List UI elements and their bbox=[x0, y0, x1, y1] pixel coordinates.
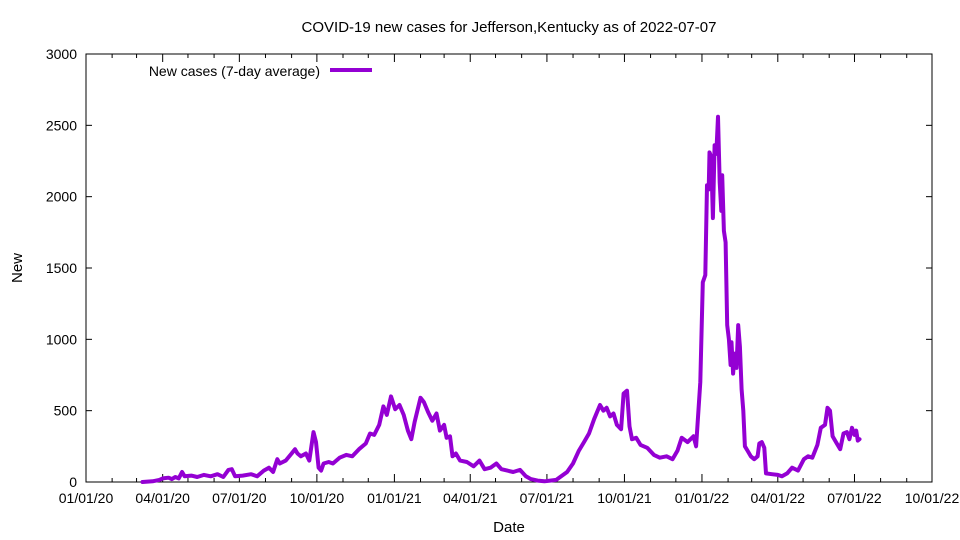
y-tick-label: 1500 bbox=[46, 260, 77, 276]
x-tick-label: 04/01/22 bbox=[751, 490, 806, 506]
legend-label: New cases (7-day average) bbox=[149, 63, 320, 79]
x-axis-label: Date bbox=[493, 519, 525, 536]
x-tick-label: 01/01/21 bbox=[367, 490, 422, 506]
x-axis: 01/01/20 04/01/20 07/01/20 10/01/20 01/01/21… bbox=[59, 54, 960, 506]
y-tick-label: 0 bbox=[69, 474, 77, 490]
x-tick-label: 04/01/21 bbox=[443, 490, 498, 506]
x-tick-label: 01/01/20 bbox=[59, 490, 114, 506]
x-tick-label: 07/01/21 bbox=[520, 490, 575, 506]
y-tick-label: 500 bbox=[54, 403, 78, 419]
series-line-new-cases bbox=[140, 114, 862, 484]
x-tick-label: 01/01/22 bbox=[675, 490, 730, 506]
y-axis-label: New bbox=[9, 253, 26, 283]
plot-frame bbox=[85, 53, 933, 483]
x-tick-label: 10/01/21 bbox=[597, 490, 652, 506]
y-tick-label: 1000 bbox=[46, 331, 77, 347]
y-tick-label: 2000 bbox=[46, 189, 77, 205]
x-tick-label: 04/01/20 bbox=[135, 490, 190, 506]
x-tick-label: 07/01/22 bbox=[827, 490, 882, 506]
x-tick-label: 07/01/20 bbox=[212, 490, 267, 506]
x-tick-label: 10/01/20 bbox=[290, 490, 345, 506]
chart-title: COVID-19 new cases for Jefferson,Kentuck… bbox=[302, 19, 717, 36]
legend: New cases (7-day average) bbox=[149, 63, 372, 79]
y-axis: 0 500 1000 1500 2000 2500 3000 bbox=[46, 46, 932, 490]
y-tick-label: 2500 bbox=[46, 117, 77, 133]
x-tick-label: 10/01/22 bbox=[905, 490, 960, 506]
y-tick-label: 3000 bbox=[46, 46, 77, 62]
